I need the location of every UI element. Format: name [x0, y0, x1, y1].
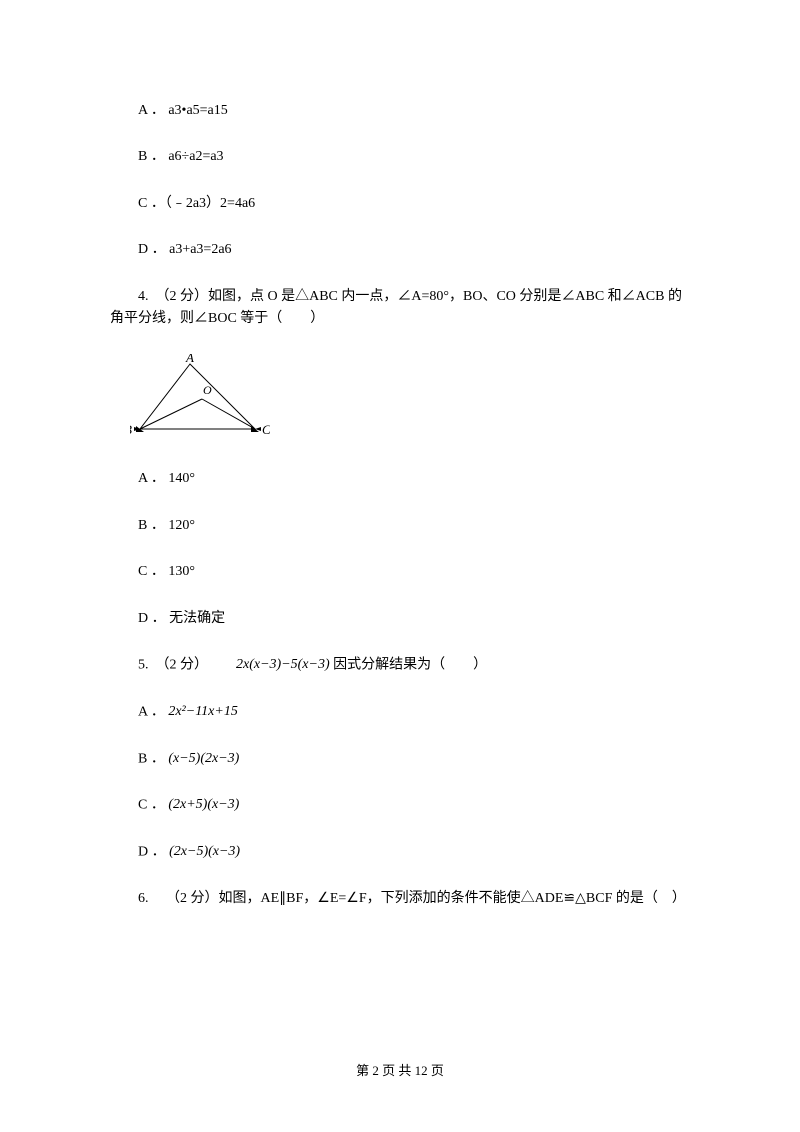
label-c: C — [262, 422, 270, 437]
q4-option-c: C ． 130° — [138, 561, 690, 583]
q5-suffix: 因式分解结果为（ ） — [330, 657, 488, 672]
q5-b-expr: (x−5)(2x−3) — [168, 748, 239, 770]
q4-option-a: A ． 140° — [138, 468, 690, 490]
q5-prefix: 5. （2 分） — [138, 657, 208, 672]
q4-option-b: B ． 120° — [138, 515, 690, 537]
label-a: A — [185, 354, 194, 365]
q5-d-expr: (2x−5)(x−3) — [169, 841, 240, 863]
q5-text: 5. （2 分）2x(x−3)−5(x−3) 因式分解结果为（ ） — [110, 654, 690, 677]
q5-c-prefix: C ． — [138, 798, 165, 813]
q3-option-a: A ． a3•a5=a15 — [138, 100, 690, 122]
q5-a-expr: 2x²−11x+15 — [168, 701, 237, 723]
q5-d-prefix: D ． — [138, 845, 166, 860]
q5-option-c: C ． (2x+5)(x−3) — [138, 794, 690, 817]
q5-a-prefix: A ． — [138, 704, 165, 719]
q5-c-expr: (2x+5)(x−3) — [168, 794, 239, 816]
q5-option-d: D ． (2x−5)(x−3) — [138, 841, 690, 864]
q3-option-d: D ． a3+a3=2a6 — [138, 239, 690, 261]
q6-text: 6. （2 分）如图，AE∥BF，∠E=∠F，下列添加的条件不能使△ADE≌△B… — [110, 888, 690, 910]
label-b: B — [130, 422, 132, 437]
q5-option-a: A ． 2x²−11x+15 — [138, 701, 690, 724]
q5-b-prefix: B ． — [138, 751, 165, 766]
q3-option-b: B ． a6÷a2=a3 — [138, 146, 690, 168]
q3-option-c: C ．（﹣2a3）2=4a6 — [138, 193, 690, 215]
page-footer: 第 2 页 共 12 页 — [0, 1061, 800, 1082]
q4-option-d: D ． 无法确定 — [138, 608, 690, 630]
q5-expr: 2x(x−3)−5(x−3) — [208, 654, 330, 676]
q4-diagram: A B C O — [130, 354, 690, 444]
q4-text: 4. （2 分）如图，点 O 是△ABC 内一点，∠A=80°，BO、CO 分别… — [110, 286, 690, 331]
q5-option-b: B ． (x−5)(2x−3) — [138, 748, 690, 771]
label-o: O — [203, 383, 212, 397]
